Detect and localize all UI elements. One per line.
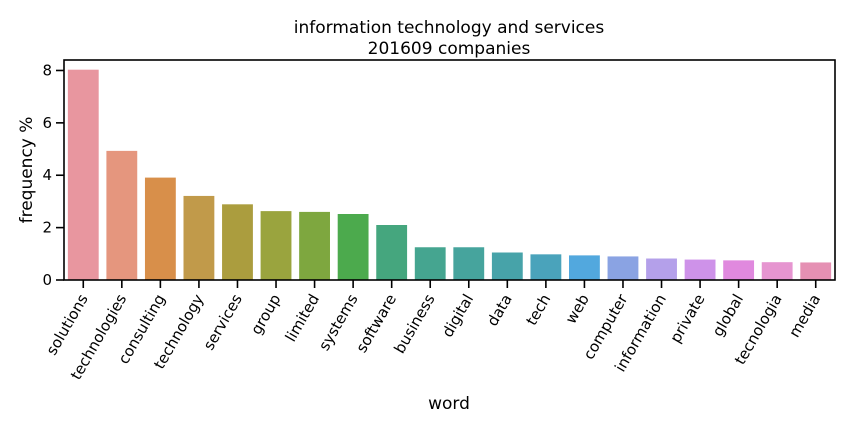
y-axis: 0 2 4 6 8 [42,61,64,289]
bar-digital [453,247,485,280]
x-tick-label: digital [438,291,477,340]
x-tick-label: group [247,291,284,338]
bar-global [723,260,755,280]
bar-private [684,259,716,280]
bars-group [67,69,832,280]
y-tick-label: 2 [42,219,52,237]
y-tick-label: 4 [42,166,52,184]
y-tick-label: 0 [42,271,52,289]
x-axis: solutionstechnologiesconsultingtechnolog… [43,280,824,383]
y-tick-label: 8 [42,61,52,79]
bar-limited [299,211,330,280]
bar-media [800,262,832,280]
bar-computer [607,256,639,280]
bar-systems [337,214,369,280]
plot-frame [63,59,836,281]
x-tick-label: private [666,291,708,346]
chart-title-line-2: 201609 companies [368,39,531,59]
bar-web [569,255,600,280]
x-tick-label: web [562,291,593,327]
bar-data [491,252,523,280]
x-axis-label: word [428,394,470,414]
bar-tech [530,254,562,280]
x-tick-label: media [785,291,824,340]
bar-technology [183,195,215,280]
y-axis-label: frequency % [17,117,37,224]
bar-software [376,225,408,280]
x-tick-label: limited [282,291,323,345]
bar-solutions [67,69,99,280]
bar-technologies [106,150,138,280]
bar-tecnologia [761,262,793,280]
x-tick-label: data [483,291,515,329]
bar-business [414,247,446,280]
bar-consulting [144,177,176,280]
chart-title-line-1: information technology and services [294,18,605,38]
x-tick-label: tech [522,291,554,328]
bar-group [260,211,292,280]
bar-services [222,204,253,280]
x-tick-label: global [709,291,747,340]
bar-information [646,258,677,280]
y-tick-label: 6 [42,114,52,132]
